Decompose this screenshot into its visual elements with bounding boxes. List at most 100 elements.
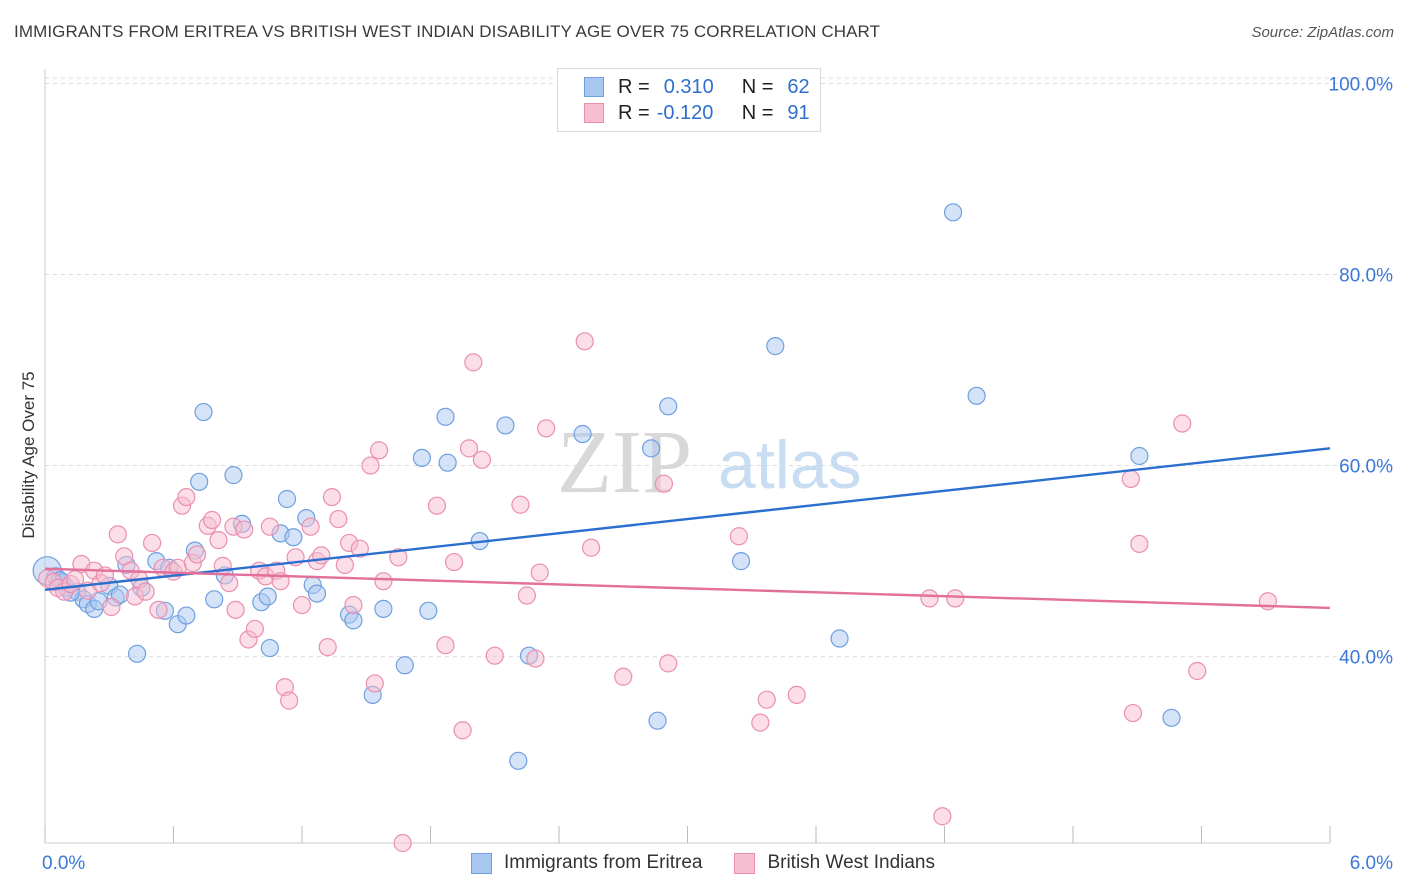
british-west-indian-point [1173, 414, 1192, 433]
eritrea-point [573, 424, 592, 444]
british-west-indian-point [177, 487, 196, 507]
british-west-indian-point [1130, 534, 1149, 554]
british-west-indian-point [202, 510, 222, 530]
eritrea-point [374, 599, 393, 618]
eritrea-point [659, 397, 678, 416]
eritrea-point [177, 606, 196, 625]
legend-item-eritrea[interactable]: Immigrants from Eritrea [470, 852, 703, 874]
eritrea-point [344, 611, 363, 630]
british-west-indian-point [350, 539, 369, 558]
x-tick-label: 6.0% [1350, 853, 1393, 874]
british-west-indian-point [436, 636, 455, 655]
british-west-indian-point [537, 419, 556, 438]
eritrea-point [419, 601, 438, 620]
pink-swatch-icon [584, 103, 604, 123]
eritrea-point [830, 629, 849, 648]
eritrea-point [967, 386, 986, 405]
british-west-indian-point [260, 517, 279, 536]
n-value: 91 [787, 101, 810, 124]
british-west-indian-point [659, 654, 678, 673]
british-west-indian-point [318, 638, 337, 657]
n-label: N = [741, 75, 774, 98]
pink-swatch-icon [734, 852, 756, 874]
r-label: R = [618, 75, 650, 98]
axes-layer: 100.0% 80.0% 60.0% 40.0% 0.0% 6.0% [42, 69, 1393, 874]
eritrea-point [307, 584, 327, 603]
british-west-indian-point [235, 520, 254, 539]
british-west-indian-point [1121, 469, 1140, 489]
british-west-indian-point [472, 450, 491, 469]
stats-row-eritrea: R = 0.310 N = 62 [584, 74, 810, 100]
british-west-indian-point [1188, 661, 1207, 681]
eritrea-point [496, 416, 515, 435]
source-credit: Source: ZipAtlas.com [1251, 24, 1394, 41]
british-west-indian-point [187, 545, 207, 564]
british-west-indian-point [1123, 703, 1143, 723]
eritrea-point [436, 407, 455, 426]
british-west-indian-point [526, 649, 545, 668]
british-west-indian-point [136, 582, 155, 601]
british-west-indian-point [245, 619, 264, 639]
british-west-indian-point [312, 546, 331, 565]
series-legend: Immigrants from Eritrea British West Ind… [0, 852, 1406, 874]
eritrea-point [943, 203, 963, 222]
x-tick-label: 0.0% [42, 853, 85, 874]
trend-layer [44, 447, 1331, 610]
british-west-indian-point [757, 690, 776, 709]
eritrea-point [205, 590, 224, 609]
eritrea-point [395, 656, 414, 675]
y-axis-label: Disability Age Over 75 [19, 371, 38, 538]
british-west-indian-point [344, 595, 363, 615]
eritrea-trend-line [44, 447, 1331, 591]
british-west-indian-point [453, 721, 472, 740]
british-west-indian-point [464, 353, 483, 372]
british-west-indian-point [582, 538, 601, 557]
eritrea-point [648, 711, 667, 730]
stats-legend: R = 0.310 N = 62 R = -0.120 N = 91 [557, 68, 821, 132]
british-west-indian-point [220, 573, 239, 593]
british-west-indian-point [654, 474, 674, 493]
british-west-indian-point [335, 555, 354, 575]
british-west-indian-point [280, 691, 299, 710]
legend-label: British West Indians [767, 852, 936, 873]
eritrea-point [766, 337, 785, 356]
british-west-indian-point [361, 456, 380, 475]
stats-row-bwi: R = -0.120 N = 91 [584, 100, 810, 126]
british-west-indian-point [729, 527, 749, 546]
watermark-atlas: atlas [718, 427, 862, 503]
legend-item-british-west-indians[interactable]: British West Indians [734, 852, 935, 874]
british-west-indian-point [142, 533, 162, 553]
r-label: R = [618, 101, 650, 124]
y-tick-label: 100.0% [1329, 74, 1394, 95]
british-west-indian-point [149, 600, 168, 619]
y-tick-label: 80.0% [1339, 265, 1393, 286]
eritrea-point [260, 638, 279, 658]
grid-layer [45, 77, 1392, 658]
n-value: 62 [787, 75, 810, 98]
british-west-indian-point [102, 597, 121, 617]
eritrea-point [731, 552, 751, 571]
eritrea-point [1130, 446, 1149, 466]
y-tick-label: 40.0% [1339, 648, 1393, 669]
british-west-indian-point [787, 685, 806, 704]
eritrea-point [284, 528, 303, 547]
british-west-indian-point [575, 332, 594, 351]
eritrea-point [224, 466, 243, 485]
eritrea-point [194, 402, 213, 422]
eritrea-point [509, 751, 528, 770]
british-west-indian-point [370, 441, 389, 460]
british-west-indian-point [946, 589, 965, 608]
eritrea-point [412, 448, 432, 468]
r-value: 0.310 [663, 75, 714, 98]
british-west-indian-point [485, 646, 504, 665]
legend-label: Immigrants from Eritrea [503, 852, 703, 873]
british-west-indian-point [389, 548, 408, 567]
eritrea-point [277, 489, 297, 509]
british-west-indian-point [517, 586, 536, 605]
eritrea-point [258, 587, 277, 606]
british-west-indian-point [751, 713, 770, 732]
british-west-indian-point [933, 807, 952, 826]
eritrea-point [190, 472, 209, 491]
british-west-indian-point [427, 496, 447, 515]
